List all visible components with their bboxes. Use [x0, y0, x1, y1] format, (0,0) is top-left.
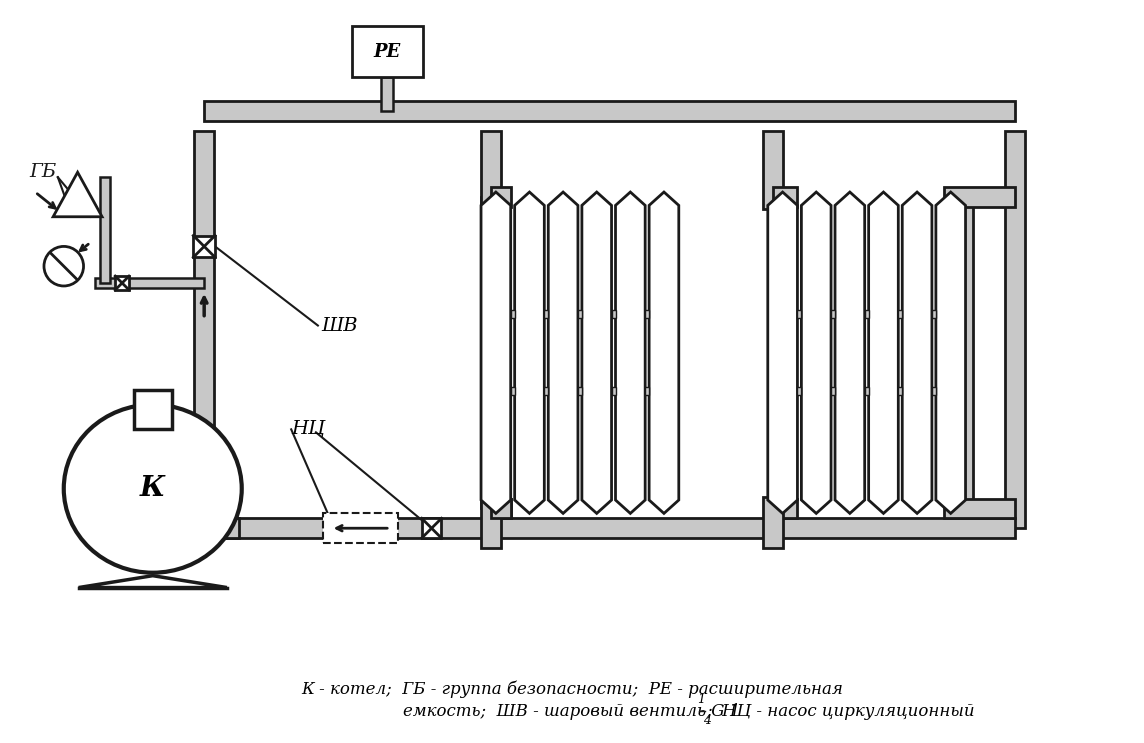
Polygon shape: [548, 192, 578, 513]
Bar: [153, 519, 239, 538]
Text: ШВ: ШВ: [320, 317, 357, 334]
Bar: [116, 276, 129, 290]
Bar: [898, 387, 903, 395]
Bar: [898, 310, 903, 318]
Polygon shape: [582, 192, 612, 513]
Bar: [763, 131, 782, 209]
Ellipse shape: [64, 405, 241, 573]
Bar: [491, 499, 510, 519]
Bar: [932, 310, 936, 318]
Bar: [422, 519, 442, 538]
Circle shape: [43, 247, 84, 286]
Bar: [510, 310, 515, 318]
Text: К - котел;  ГБ - группа безопасности;  РЕ - расширительная: К - котел; ГБ - группа безопасности; РЕ …: [301, 681, 843, 698]
Text: 4: 4: [704, 714, 712, 727]
Bar: [578, 387, 582, 395]
Text: емкость;  ШВ - шаровый вентиль G 1: емкость; ШВ - шаровый вентиль G 1: [404, 703, 740, 720]
Polygon shape: [835, 192, 865, 513]
Bar: [645, 387, 649, 395]
Polygon shape: [480, 192, 510, 513]
Bar: [772, 187, 797, 207]
Bar: [193, 236, 215, 257]
Text: ;  НЦ - насос циркуляционный: ; НЦ - насос циркуляционный: [707, 703, 975, 720]
Bar: [510, 387, 515, 395]
Bar: [480, 131, 501, 209]
Bar: [134, 390, 172, 429]
Bar: [831, 310, 835, 318]
Bar: [190, 519, 1015, 538]
Bar: [204, 101, 1015, 121]
Bar: [831, 387, 835, 395]
Bar: [944, 187, 1015, 207]
Bar: [578, 310, 582, 318]
Bar: [772, 499, 797, 519]
Bar: [954, 197, 974, 508]
Bar: [545, 310, 548, 318]
Bar: [763, 496, 782, 548]
Bar: [865, 387, 868, 395]
Bar: [381, 77, 394, 111]
Text: ГБ: ГБ: [29, 163, 56, 181]
Text: РЕ: РЕ: [373, 42, 400, 61]
Polygon shape: [615, 192, 645, 513]
Bar: [612, 387, 615, 395]
Polygon shape: [53, 172, 102, 217]
Bar: [1006, 131, 1025, 528]
Polygon shape: [515, 192, 545, 513]
Bar: [545, 387, 548, 395]
Polygon shape: [936, 192, 966, 513]
Bar: [194, 131, 214, 429]
Bar: [865, 310, 868, 318]
Text: НЦ: НЦ: [292, 421, 325, 438]
Bar: [797, 310, 802, 318]
Bar: [944, 499, 1015, 519]
Bar: [491, 499, 510, 519]
Bar: [101, 177, 110, 283]
Bar: [491, 187, 510, 207]
Polygon shape: [903, 192, 932, 513]
Bar: [768, 197, 787, 508]
Bar: [480, 197, 501, 508]
Polygon shape: [79, 576, 227, 588]
Text: 1: 1: [698, 693, 706, 706]
Polygon shape: [649, 192, 678, 513]
Bar: [95, 278, 204, 288]
Polygon shape: [868, 192, 898, 513]
Polygon shape: [768, 192, 797, 513]
Bar: [323, 513, 398, 543]
Bar: [480, 496, 501, 548]
Bar: [645, 310, 649, 318]
Bar: [932, 387, 936, 395]
Bar: [351, 26, 422, 77]
Polygon shape: [802, 192, 831, 513]
Text: К: К: [140, 476, 166, 502]
Bar: [797, 387, 802, 395]
Bar: [612, 310, 615, 318]
